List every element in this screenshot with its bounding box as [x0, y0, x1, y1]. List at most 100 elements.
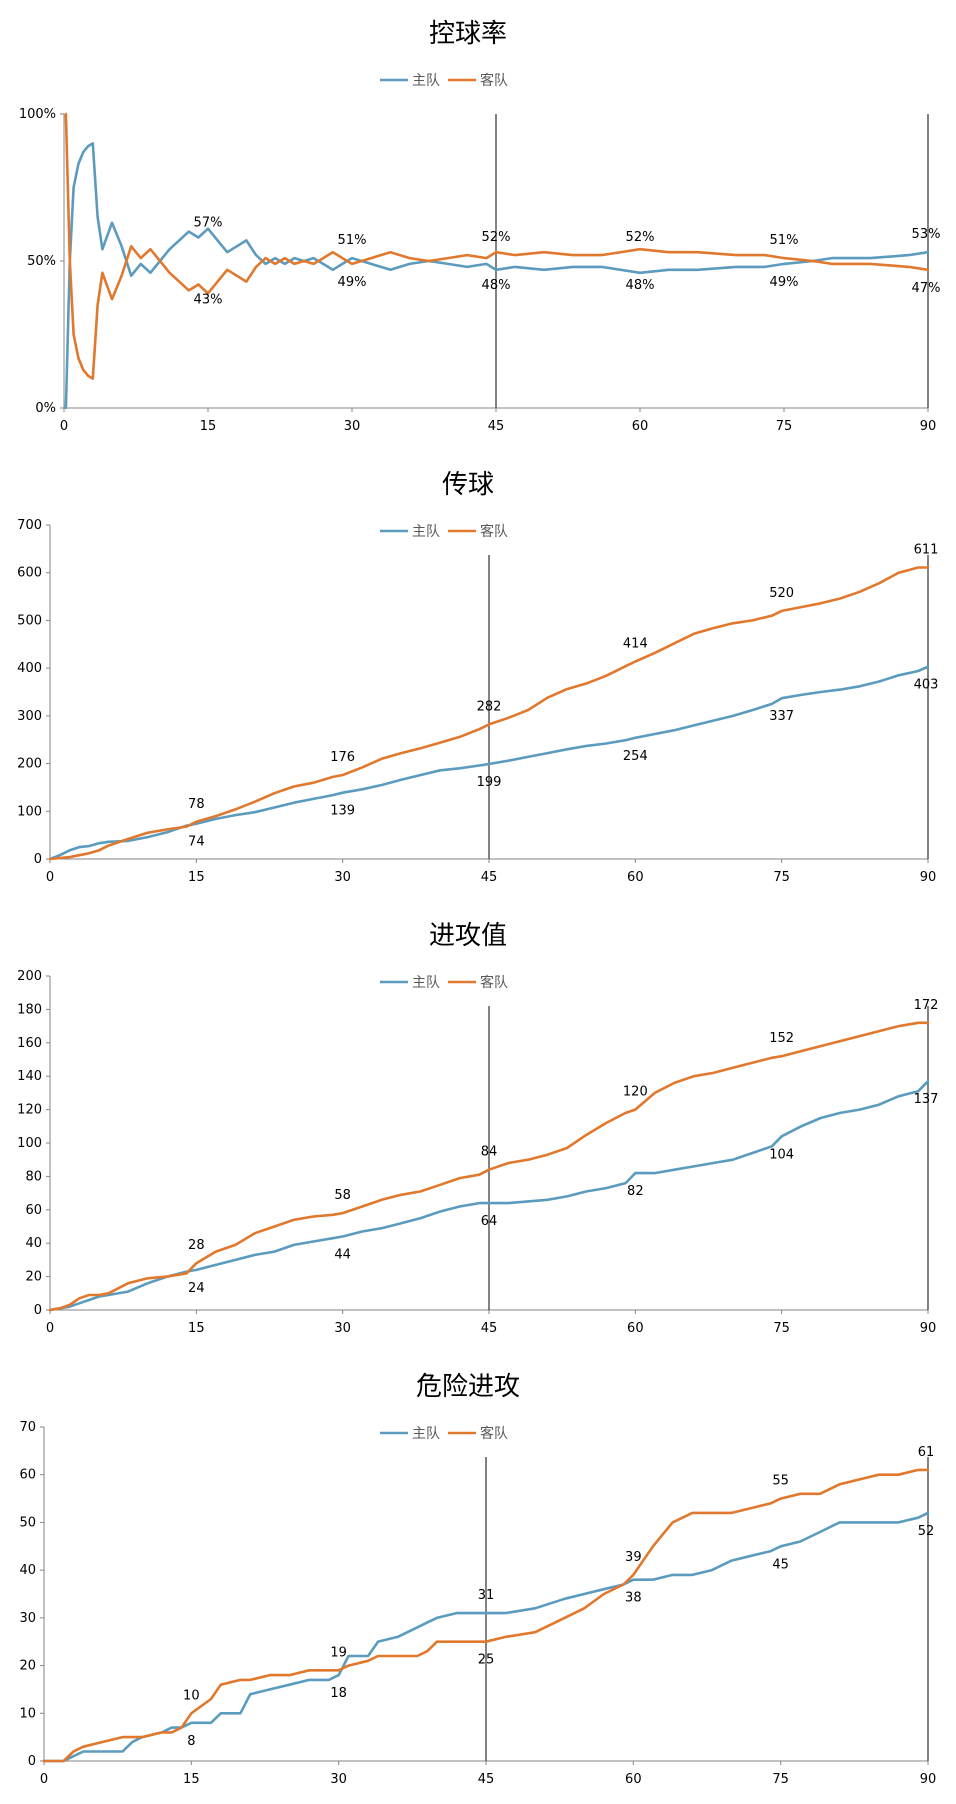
data-label: 337 [769, 709, 794, 724]
y-tick-label: 0 [34, 852, 42, 867]
x-tick-label: 15 [188, 870, 205, 885]
x-tick-label: 45 [481, 1321, 498, 1336]
x-tick-label: 45 [478, 1772, 495, 1787]
data-label: 8 [187, 1734, 195, 1749]
y-tick-label: 100 [17, 1136, 42, 1151]
y-tick-label: 0% [35, 401, 56, 416]
x-tick-label: 30 [330, 1772, 347, 1787]
x-tick-label: 90 [920, 870, 937, 885]
x-tick-label: 0 [46, 870, 54, 885]
y-tick-label: 180 [17, 1002, 42, 1017]
data-label: 48% [482, 278, 511, 293]
series-home-line [48, 1079, 930, 1312]
y-tick-label: 60 [19, 1468, 36, 1483]
data-label: 24 [188, 1281, 205, 1296]
legend-home-label: 主队 [412, 1426, 440, 1442]
chart-title: 进攻值 [429, 921, 507, 951]
series-away-line [64, 112, 930, 380]
legend-home-label: 主队 [412, 975, 440, 991]
data-label: 49% [338, 275, 367, 290]
data-label: 58 [334, 1188, 351, 1203]
chart-title: 传球 [442, 470, 494, 500]
legend-away-label: 客队 [480, 974, 508, 991]
data-label: 48% [626, 278, 655, 293]
y-tick-label: 20 [25, 1270, 42, 1285]
legend-home-label: 主队 [412, 524, 440, 540]
legend: 主队 客队 [380, 523, 508, 540]
series-home-line [42, 1511, 930, 1763]
legend-away-label: 客队 [480, 72, 508, 89]
y-tick-label: 0 [34, 1303, 42, 1318]
data-label: 19 [330, 1645, 347, 1660]
x-tick-label: 60 [627, 1321, 644, 1336]
y-tick-label: 500 [17, 613, 42, 628]
data-label: 74 [188, 835, 205, 850]
data-label: 176 [330, 750, 355, 765]
data-label: 47% [912, 281, 941, 296]
data-label: 45 [772, 1557, 789, 1572]
data-label: 520 [769, 586, 794, 601]
x-tick-label: 30 [334, 870, 351, 885]
data-label: 39 [625, 1550, 642, 1565]
x-tick-label: 60 [625, 1772, 642, 1787]
y-tick-label: 160 [17, 1036, 42, 1051]
data-label: 53% [912, 227, 941, 242]
data-label: 254 [623, 749, 648, 764]
y-tick-label: 100% [19, 107, 56, 122]
data-label: 44 [334, 1248, 351, 1263]
data-label: 43% [194, 293, 223, 308]
data-label: 57% [194, 215, 223, 230]
x-tick-label: 45 [488, 419, 505, 434]
x-tick-label: 75 [773, 1321, 790, 1336]
y-tick-label: 200 [17, 969, 42, 984]
x-tick-label: 60 [632, 419, 649, 434]
x-tick-label: 15 [183, 1772, 200, 1787]
data-label: 120 [623, 1085, 648, 1100]
data-label: 611 [914, 542, 939, 557]
x-tick-label: 60 [627, 870, 644, 885]
x-tick-label: 75 [776, 419, 793, 434]
series-home-line [48, 665, 930, 861]
y-tick-label: 140 [17, 1069, 42, 1084]
data-label: 38 [625, 1591, 642, 1606]
data-label: 414 [623, 636, 648, 651]
data-label: 18 [330, 1686, 347, 1701]
data-label: 172 [914, 998, 939, 1013]
y-tick-label: 400 [17, 661, 42, 676]
y-tick-label: 20 [19, 1659, 36, 1674]
data-label: 152 [769, 1031, 794, 1046]
x-tick-label: 90 [920, 1321, 937, 1336]
x-tick-label: 0 [60, 419, 68, 434]
y-tick-label: 120 [17, 1103, 42, 1118]
data-label: 64 [481, 1214, 498, 1229]
data-label: 282 [477, 699, 502, 714]
y-tick-label: 50 [19, 1515, 36, 1530]
y-tick-label: 40 [25, 1236, 42, 1251]
y-tick-label: 100 [17, 804, 42, 819]
chart-title: 危险进攻 [416, 1372, 520, 1402]
data-label: 52% [482, 230, 511, 245]
legend-away-label: 客队 [480, 523, 508, 540]
series-away-line [42, 1468, 930, 1763]
data-label: 52% [626, 230, 655, 245]
series-away-line [48, 1021, 930, 1312]
data-label: 55 [772, 1474, 789, 1489]
y-tick-label: 200 [17, 757, 42, 772]
y-tick-label: 40 [19, 1563, 36, 1578]
legend: 主队 客队 [380, 72, 508, 89]
x-tick-label: 0 [46, 1321, 54, 1336]
data-label: 104 [769, 1147, 794, 1162]
data-label: 84 [481, 1145, 498, 1160]
y-tick-label: 30 [19, 1611, 36, 1626]
y-tick-label: 600 [17, 566, 42, 581]
legend: 主队 客队 [380, 1425, 508, 1442]
data-label: 82 [627, 1184, 644, 1199]
data-label: 10 [183, 1688, 200, 1703]
x-tick-label: 75 [773, 870, 790, 885]
y-tick-label: 700 [17, 518, 42, 533]
data-label: 28 [188, 1238, 205, 1253]
